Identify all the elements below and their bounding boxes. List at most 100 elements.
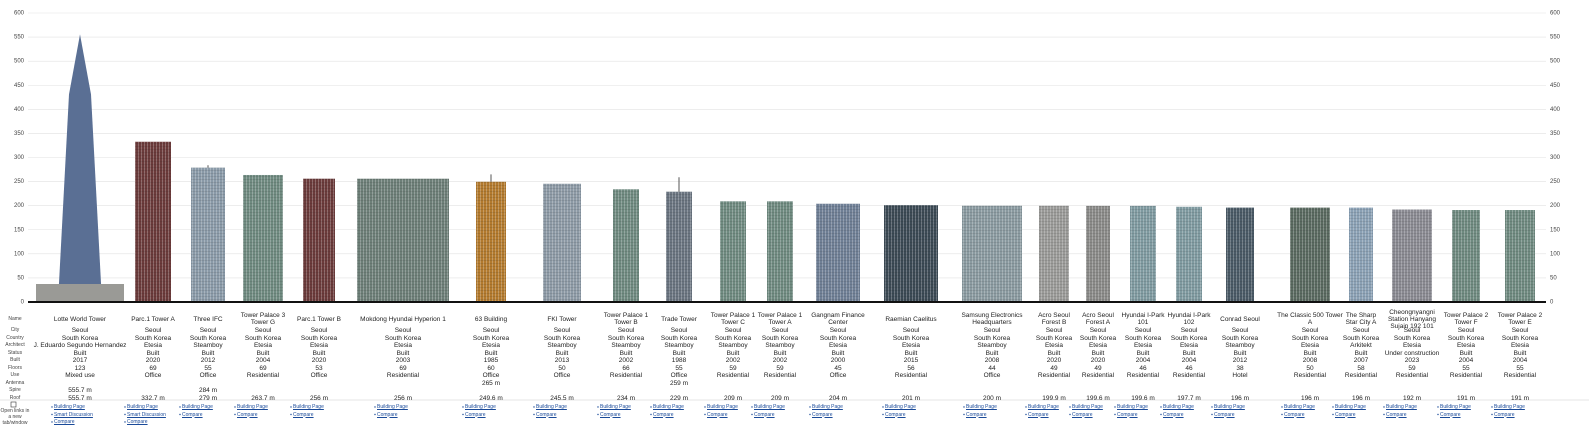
link[interactable]: Building Page [54, 404, 85, 410]
link[interactable]: Building Page [653, 404, 684, 410]
link[interactable]: Compare [182, 411, 203, 418]
cell-status: Built [1136, 349, 1150, 357]
building-windows [357, 178, 449, 302]
link[interactable]: Compare [1284, 411, 1305, 418]
y-tick-label-right: 200 [1550, 203, 1561, 209]
cell-use: Office [199, 372, 217, 379]
link[interactable]: Building Page [1284, 404, 1315, 410]
link[interactable]: Building Page [127, 404, 158, 410]
y-tick-label: 550 [14, 35, 25, 41]
cell-country: South Korea [1124, 334, 1162, 342]
link[interactable]: Building Page [465, 404, 496, 410]
link[interactable]: Building Page [1214, 404, 1245, 410]
link[interactable]: Compare [600, 411, 621, 418]
link[interactable]: Compare [754, 411, 775, 418]
building-windows [1290, 207, 1330, 302]
link[interactable]: Compare [1163, 411, 1184, 418]
cell-architect: Etesia [901, 342, 921, 349]
link[interactable]: Smart Discussion [127, 411, 166, 418]
cell-country: South Korea [607, 334, 645, 342]
cell-architect: Steamboy [1225, 342, 1255, 349]
link[interactable]: Building Page [536, 404, 567, 410]
link[interactable]: Building Page [1028, 404, 1059, 410]
link[interactable]: Building Page [1163, 404, 1194, 410]
link-bullet [179, 406, 181, 408]
building-windows [543, 183, 581, 302]
y-tick-label-right: 100 [1550, 251, 1561, 257]
link[interactable]: Building Page [1386, 404, 1417, 410]
link[interactable]: Compare [653, 411, 674, 418]
cell-roof: 234 m [616, 394, 636, 402]
building-windows [135, 141, 171, 302]
link[interactable]: Building Page [1494, 404, 1525, 410]
y-tick-label: 50 [17, 275, 24, 281]
cell-architect: Etesia [1510, 342, 1530, 349]
cell-floors: 44 [988, 364, 996, 372]
link-bullet [1114, 413, 1116, 416]
cell-status: Built [555, 349, 569, 357]
link[interactable]: Compare [465, 411, 486, 418]
link-bullet [234, 406, 236, 408]
cell-built: 2013 [554, 357, 570, 364]
link[interactable]: Compare [966, 411, 987, 418]
cell-use: Residential [1037, 372, 1071, 379]
link[interactable]: Building Page [600, 404, 631, 410]
cell-architect: Etesia [481, 342, 501, 349]
link[interactable]: Building Page [966, 404, 997, 410]
cell-roof: 199.9 m [1042, 394, 1066, 402]
link[interactable]: Compare [237, 411, 258, 418]
building-name: Tower Palace 1 Tower A [757, 312, 803, 326]
link[interactable]: Compare [812, 411, 833, 418]
cell-floors: 69 [259, 364, 267, 372]
link[interactable]: Building Page [377, 404, 408, 410]
cell-floors: 59 [1408, 364, 1416, 372]
link[interactable]: Building Page [1440, 404, 1471, 410]
cell-spire: 284 m [198, 387, 218, 394]
link[interactable]: Smart Discussion [54, 411, 93, 418]
row-label: Floors [8, 364, 22, 371]
link[interactable]: Compare [1117, 411, 1138, 418]
cell-roof: 192 m [1402, 394, 1422, 402]
link[interactable]: Building Page [237, 404, 268, 410]
link[interactable]: Compare [54, 419, 75, 425]
link[interactable]: Compare [1335, 411, 1356, 418]
cell-use: Mixed use [65, 372, 95, 379]
cell-use: Office [829, 372, 847, 379]
link[interactable]: Building Page [1072, 404, 1103, 410]
link-bullet [1114, 406, 1116, 408]
link[interactable]: Building Page [812, 404, 843, 410]
link[interactable]: Compare [127, 419, 148, 425]
cell-built: 2002 [772, 357, 788, 364]
link[interactable]: Compare [1214, 411, 1235, 418]
cell-status: Built [619, 349, 633, 357]
link-bullet [1383, 413, 1385, 416]
link-bullet [51, 406, 53, 408]
cell-status: Built [146, 349, 160, 357]
cell-roof: 279 m [198, 394, 218, 402]
cell-status: Built [1459, 349, 1473, 357]
link[interactable]: Building Page [707, 404, 738, 410]
link[interactable]: Compare [707, 411, 728, 418]
building-windows [1086, 205, 1110, 302]
link[interactable]: Compare [1494, 411, 1515, 418]
cell-antenna: 259 m [669, 379, 689, 387]
link[interactable]: Building Page [885, 404, 916, 410]
link[interactable]: Compare [1440, 411, 1461, 418]
link[interactable]: Compare [377, 411, 398, 418]
link[interactable]: Compare [536, 411, 557, 418]
link[interactable]: Compare [1072, 411, 1093, 418]
cell-country: South Korea [300, 334, 338, 342]
row-label: Architect [5, 342, 25, 348]
link[interactable]: Building Page [182, 404, 213, 410]
link[interactable]: Building Page [1335, 404, 1366, 410]
link[interactable]: Building Page [754, 404, 785, 410]
link[interactable]: Compare [885, 411, 906, 418]
podium [36, 284, 124, 302]
link[interactable]: Building Page [1117, 404, 1148, 410]
link[interactable]: Compare [293, 411, 314, 418]
link[interactable]: Compare [1028, 411, 1049, 418]
cell-use: Residential [1172, 372, 1206, 379]
link[interactable]: Compare [1386, 411, 1407, 418]
cell-architect: Steamboy [193, 342, 223, 349]
link[interactable]: Building Page [293, 404, 324, 410]
